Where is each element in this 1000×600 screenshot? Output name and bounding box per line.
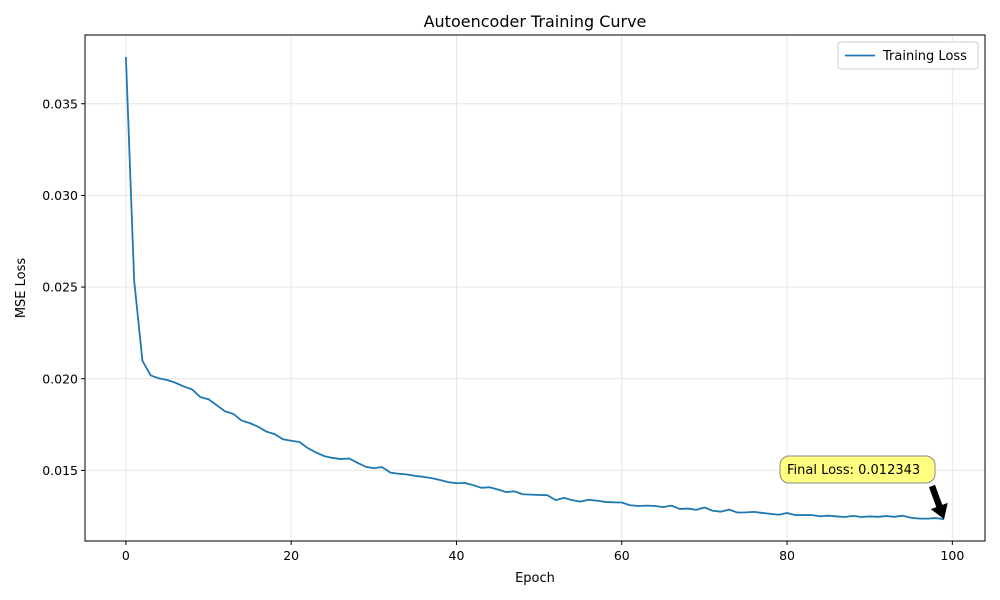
training-loss-line (125, 56, 945, 521)
y-axis-label: MSE Loss (14, 258, 29, 319)
y-tick-label: 0.020 (42, 371, 78, 386)
y-tick-label: 0.025 (42, 280, 78, 295)
y-tick-label: 0.030 (42, 188, 78, 203)
annotation-arrow (929, 484, 948, 520)
x-tick-label: 80 (779, 548, 795, 563)
x-axis-label: Epoch (515, 571, 555, 586)
final-loss-annotation: Final Loss: 0.012343 (779, 455, 948, 520)
y-tick-label: 0.015 (42, 463, 78, 478)
legend-label: Training Loss (882, 49, 967, 64)
plot-area (125, 56, 945, 521)
legend-box (837, 41, 979, 70)
y-tick-label: 0.035 (42, 96, 78, 111)
x-tick-label: 60 (614, 548, 630, 563)
grid-lines (85, 35, 985, 541)
annotation-box (779, 455, 936, 484)
axes-frame (84, 34, 986, 542)
annotation-text: Final Loss: 0.012343 (787, 463, 920, 478)
x-tick-label: 20 (283, 548, 299, 563)
x-tick-label: 0 (122, 548, 130, 563)
chart-title: Autoencoder Training Curve (424, 12, 647, 31)
x-tick-label: 100 (940, 548, 964, 563)
legend: Training Loss (837, 41, 979, 70)
x-tick-label: 40 (449, 548, 465, 563)
axis-ticks: 0 20 40 60 80 100 0.015 0.020 0.025 0.030 0.035 (42, 96, 964, 563)
